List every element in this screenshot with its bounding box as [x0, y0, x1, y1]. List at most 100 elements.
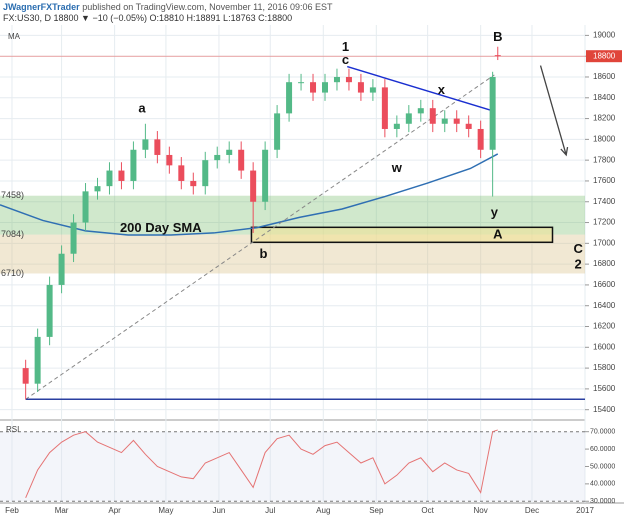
- y-tick-label: 19000: [593, 31, 616, 40]
- candle-body: [142, 139, 149, 150]
- target-box: [250, 226, 554, 244]
- publish-line: JWagnerFXTrader published on TradingView…: [3, 2, 333, 12]
- y-tick-label: 17400: [593, 197, 616, 206]
- y-tick-label: 16400: [593, 301, 616, 310]
- y-tick-label: 17000: [593, 238, 616, 247]
- y-tick-label: 16200: [593, 322, 616, 331]
- candle-body: [82, 191, 89, 223]
- candle-body: [333, 76, 340, 83]
- sma-label: 200 Day SMA: [120, 220, 202, 235]
- y-tick-label: 18600: [593, 72, 616, 81]
- y-tick-label: 18400: [593, 93, 616, 102]
- candle-body: [453, 118, 460, 124]
- candle-body: [214, 154, 221, 161]
- quote: 18800 ▼ −10 (−0.05%) O:18810 H:18891 L:1…: [53, 13, 293, 23]
- candle-body: [34, 336, 41, 384]
- last-price-label: 18800: [593, 51, 616, 60]
- wave-label: a: [138, 101, 146, 116]
- candle-body: [357, 82, 364, 93]
- price-axis-bg: [585, 25, 624, 520]
- header: JWagnerFXTrader published on TradingView…: [0, 0, 624, 24]
- y-tick-label: 15800: [593, 363, 616, 372]
- candle-body: [405, 113, 412, 124]
- candle-body: [190, 180, 197, 187]
- candle-body: [393, 123, 400, 129]
- candle-body: [178, 165, 185, 181]
- candle-body: [310, 82, 317, 93]
- last-price-box: [586, 50, 622, 63]
- y-tick-label: 60.0000: [590, 446, 615, 453]
- x-tick-label: Dec: [525, 506, 539, 515]
- x-tick-label: Sep: [369, 506, 384, 515]
- y-tick-label: 30.0000: [590, 498, 615, 505]
- candle-body: [417, 108, 424, 114]
- candle-body: [494, 55, 501, 57]
- candle-body: [202, 160, 209, 187]
- candle-body: [130, 149, 137, 181]
- candle-body: [106, 170, 113, 187]
- y-tick-label: 40.0000: [590, 481, 615, 488]
- candle-body: [58, 253, 65, 285]
- x-tick-label: Nov: [474, 506, 488, 515]
- candle-body: [286, 82, 293, 114]
- y-tick-label: 18000: [593, 134, 616, 143]
- candle-body: [70, 222, 77, 254]
- candle-body: [369, 87, 376, 93]
- candle-body: [166, 154, 173, 166]
- rsi-band: [0, 431, 585, 502]
- indicator-label: MA: [8, 32, 21, 41]
- wave-label: A: [493, 226, 503, 241]
- level-label: 7084): [1, 229, 24, 239]
- x-tick-label: 2017: [576, 506, 594, 515]
- quote-line: FX:US30, D 18800 ▼ −10 (−0.05%) O:18810 …: [3, 13, 292, 23]
- pane-title: RSI: [6, 425, 19, 434]
- trendline: [25, 74, 495, 400]
- y-tick-label: 16800: [593, 259, 616, 268]
- x-tick-label: Oct: [421, 506, 434, 515]
- x-tick-label: May: [158, 506, 173, 515]
- candle-body: [46, 284, 53, 337]
- y-tick-label: 17800: [593, 155, 616, 164]
- candle-body: [274, 113, 281, 150]
- level-label: 7458): [1, 190, 24, 200]
- y-tick-label: 15400: [593, 405, 616, 414]
- x-tick-label: Aug: [316, 506, 330, 515]
- candle-body: [250, 170, 257, 202]
- candle-body: [118, 170, 125, 181]
- y-tick-label: 16000: [593, 342, 616, 351]
- y-tick-label: 17600: [593, 176, 616, 185]
- wave-label: y: [491, 205, 499, 220]
- candle-body: [345, 76, 352, 83]
- wave-label: B: [493, 29, 502, 44]
- y-tick-label: 70.0000: [590, 429, 615, 436]
- x-tick-label: Apr: [108, 506, 121, 515]
- rsi-line: [25, 429, 498, 498]
- arrow: [539, 65, 569, 157]
- candle-body: [477, 128, 484, 150]
- candle-body: [489, 76, 496, 150]
- wave-label: w: [391, 160, 403, 175]
- candle-body: [262, 149, 269, 202]
- candle-body: [429, 108, 436, 124]
- y-tick-label: 17200: [593, 218, 616, 227]
- y-tick-label: 18200: [593, 114, 616, 123]
- published: published on TradingView.com, November 1…: [82, 2, 333, 12]
- candle-body: [322, 82, 328, 93]
- y-tick-label: 50.0000: [590, 463, 615, 470]
- candle-body: [94, 186, 101, 192]
- x-tick-label: Jul: [265, 506, 275, 515]
- x-tick-label: Feb: [5, 506, 19, 515]
- candle-body: [238, 149, 245, 171]
- candle-body: [154, 139, 161, 155]
- x-tick-label: Mar: [55, 506, 69, 515]
- wave-label: C: [573, 241, 583, 256]
- candle-body: [465, 123, 472, 129]
- candle-body: [22, 368, 29, 384]
- y-tick-label: 16600: [593, 280, 616, 289]
- candle-body: [298, 82, 305, 84]
- wave-label: c: [342, 52, 349, 67]
- y-tick-label: 15600: [593, 384, 616, 393]
- candle-body: [441, 118, 448, 124]
